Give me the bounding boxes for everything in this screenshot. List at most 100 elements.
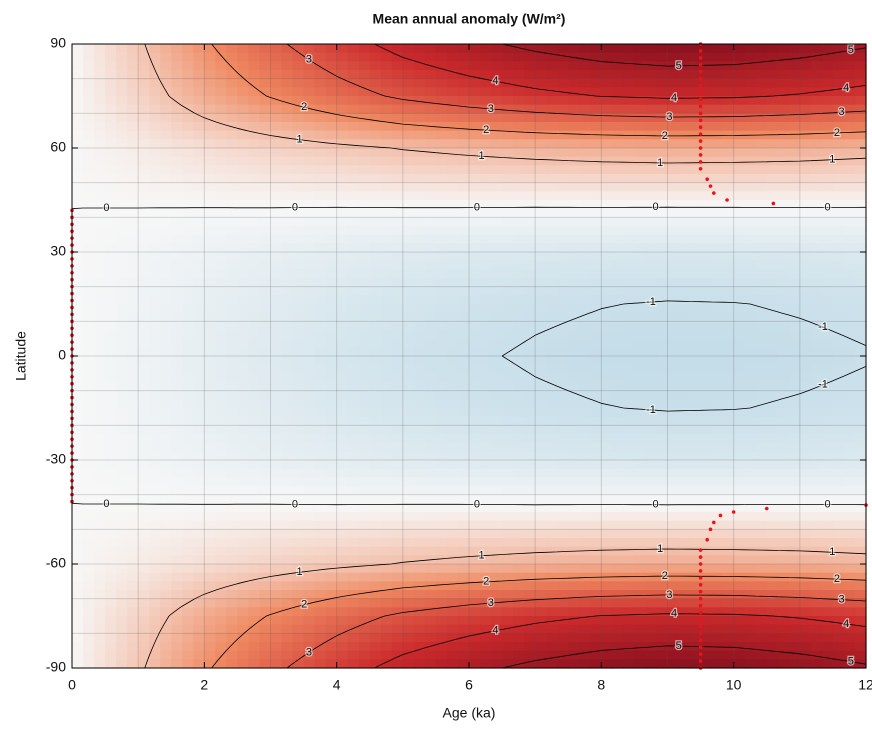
heat-cell [391, 364, 404, 374]
heat-cell [424, 44, 437, 54]
heat-cell [281, 252, 294, 262]
heat-cell [380, 252, 393, 262]
heat-cell [270, 182, 283, 192]
heat-cell [193, 356, 205, 366]
heat-cell [259, 425, 272, 435]
heat-cell [281, 538, 294, 548]
heat-cell [667, 442, 680, 452]
heat-cell [711, 44, 724, 54]
heat-cell [83, 321, 95, 331]
heat-cell [667, 200, 680, 210]
heat-cell [590, 529, 602, 539]
heat-cell [744, 52, 757, 62]
heat-cell [854, 200, 867, 210]
heat-cell [215, 234, 227, 244]
heat-cell [424, 460, 437, 470]
heat-cell [612, 607, 624, 617]
heat-cell [457, 278, 470, 288]
heat-cell [843, 44, 856, 54]
heat-cell [182, 642, 194, 652]
heat-cell [380, 61, 393, 71]
heat-cell [248, 347, 261, 357]
heat-cell [83, 633, 95, 643]
heat-cell [446, 598, 459, 608]
heat-cell [513, 356, 525, 366]
heat-cell [292, 538, 305, 548]
heat-cell [105, 78, 117, 88]
heat-cell [821, 217, 834, 227]
heat-cell [491, 269, 503, 279]
heat-cell [590, 182, 602, 192]
heat-cell [469, 434, 481, 444]
heat-cell [435, 304, 448, 314]
heat-cell [612, 104, 624, 114]
heat-cell [105, 486, 117, 496]
heat-cell [623, 373, 636, 383]
heat-cell [733, 217, 746, 227]
heat-cell [678, 304, 691, 314]
heat-cell [546, 442, 558, 452]
heat-cell [358, 468, 371, 478]
heat-cell [810, 477, 823, 487]
heat-cell [656, 304, 669, 314]
heat-cell [160, 494, 172, 504]
heat-cell [667, 477, 680, 487]
x-axis-label: Age (ka) [443, 705, 496, 721]
heat-cell [590, 70, 602, 80]
heat-cell [116, 269, 128, 279]
heat-cell [502, 538, 514, 548]
heat-cell [766, 286, 779, 296]
heat-cell [854, 330, 867, 340]
heat-cell [457, 503, 470, 513]
heat-cell [380, 70, 393, 80]
heat-cell [502, 130, 514, 140]
heat-cell [766, 408, 779, 418]
heat-cell [755, 538, 768, 548]
heat-cell [667, 260, 680, 270]
heat-cell [634, 182, 647, 192]
heat-cell [535, 260, 547, 270]
heat-cell [744, 564, 757, 574]
heat-cell [292, 572, 305, 582]
heat-cell [667, 616, 680, 626]
heat-cell [744, 165, 757, 175]
heat-cell [722, 104, 735, 114]
heat-cell [116, 598, 128, 608]
heat-cell [590, 590, 602, 600]
heat-cell [535, 44, 547, 54]
heat-cell [821, 442, 834, 452]
heat-cell [601, 295, 613, 305]
heat-cell [336, 269, 349, 279]
heat-cell [226, 217, 239, 227]
heat-cell [535, 139, 547, 149]
heat-cell [711, 399, 724, 409]
heat-cell [568, 434, 580, 444]
heat-cell [832, 330, 845, 340]
heat-cell [182, 217, 194, 227]
heat-cell [766, 364, 779, 374]
heat-cell [435, 338, 448, 348]
heat-cell [645, 278, 658, 288]
heat-cell [821, 520, 834, 530]
heat-cell [336, 503, 349, 513]
heat-cell [314, 642, 327, 652]
heat-cell [601, 44, 613, 54]
heat-cell [369, 260, 382, 270]
heat-cell [744, 373, 757, 383]
heat-cell [413, 312, 426, 322]
heat-cell [535, 61, 547, 71]
heat-cell [568, 217, 580, 227]
heat-cell [259, 373, 272, 383]
heat-cell [325, 252, 338, 262]
heat-cell [546, 590, 558, 600]
heat-cell [656, 460, 669, 470]
heat-cell [347, 399, 360, 409]
heat-cell [402, 234, 415, 244]
heat-cell [678, 633, 691, 643]
heat-cell [777, 321, 790, 331]
heat-cell [766, 70, 779, 80]
heat-cell [722, 520, 735, 530]
heat-cell [72, 434, 84, 444]
heat-cell [380, 156, 393, 166]
heat-cell [755, 451, 768, 461]
